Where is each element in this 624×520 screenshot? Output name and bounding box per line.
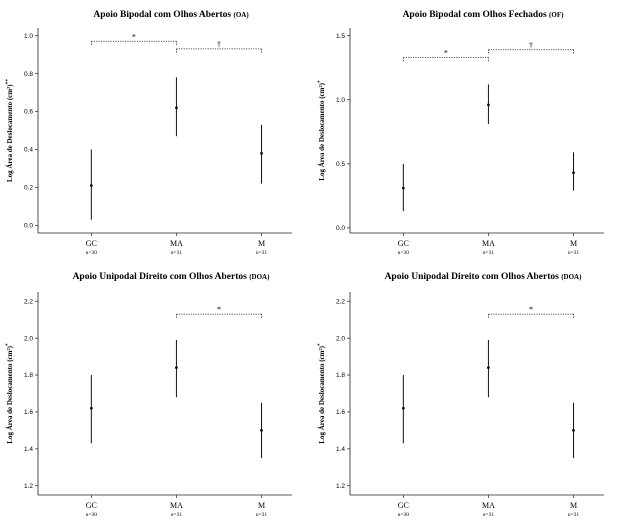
y-axis-label-text: Log Área de Deslocamento (cm²)	[6, 84, 14, 182]
x-tick-label: GC	[86, 239, 97, 248]
x-tick-label: MA	[482, 501, 495, 510]
y-axis-label-text: Log Área de Deslocamento (cm²)	[318, 345, 326, 443]
mean-point	[175, 366, 178, 370]
y-axis-label: Log Área de Deslocamento (cm²)**	[5, 79, 14, 182]
y-tick-label: 1.6	[24, 409, 33, 416]
chart-title-main: Apoio Bipodal com Olhos Fechados	[403, 10, 549, 20]
sample-size-label: n=31	[256, 512, 268, 518]
mean-point	[401, 186, 405, 190]
mean-point	[401, 406, 405, 410]
chart-title-main: Apoio Unipodal Direito com Olhos Abertos	[385, 272, 562, 282]
sample-size-label: n=31	[483, 512, 495, 518]
y-tick-label: 0.2	[24, 185, 33, 192]
y-axis-label: Log Área de Deslocamento (cm²)*	[317, 80, 326, 181]
mean-point	[89, 406, 93, 410]
y-tick-label: 1.0	[336, 97, 345, 104]
mean-point	[572, 429, 575, 432]
sample-size-label: n=31	[171, 512, 183, 518]
y-tick-label: 2.0	[336, 335, 345, 342]
x-tick-label: M	[258, 239, 265, 248]
significance-symbol: *	[529, 305, 533, 314]
y-axis-label-text: Log Área de Deslocamento (cm²)	[6, 345, 14, 443]
y-tick-label: 0.6	[24, 109, 33, 116]
y-tick-label: 1.2	[24, 483, 33, 490]
y-tick-label: 1.4	[24, 446, 33, 453]
y-tick-label: 2.0	[24, 335, 33, 342]
x-tick-label: GC	[86, 501, 97, 510]
y-axis-label-mark: *	[5, 343, 11, 346]
chart-panel-3: Apoio Unipodal Direito com Olhos Abertos…	[5, 272, 292, 518]
x-tick-label: GC	[398, 239, 409, 248]
chart-title: Apoio Bipodal com Olhos Abertos (OA)	[93, 10, 249, 20]
sample-size-label: n=31	[256, 250, 268, 256]
y-tick-label: 1.0	[24, 33, 33, 40]
significance-symbol: †	[529, 41, 533, 50]
y-tick-label: 2.2	[336, 298, 345, 305]
y-tick-label: 1.4	[336, 446, 345, 453]
y-tick-label: 0.4	[24, 147, 33, 154]
sample-size-label: n=31	[568, 250, 580, 256]
x-tick-label: MA	[482, 239, 495, 248]
y-tick-label: 2.2	[24, 298, 33, 305]
chart-title-suffix: (OA)	[233, 11, 249, 19]
y-tick-label: 0.5	[336, 161, 345, 168]
sample-size-label: n=31	[568, 512, 580, 518]
x-tick-label: MA	[170, 501, 183, 510]
mean-point	[175, 106, 178, 110]
y-tick-label: 1.6	[336, 409, 345, 416]
chart-title-suffix: (DOA)	[561, 273, 582, 281]
sample-size-label: n=31	[483, 250, 495, 256]
y-tick-label: 1.8	[336, 372, 345, 379]
x-tick-label: MA	[170, 239, 183, 248]
mean-point	[487, 103, 490, 107]
y-axis-label-mark: *	[317, 343, 323, 346]
y-axis-label: Log Área de Deslocamento (cm²)*	[5, 343, 14, 444]
sample-size-label: n=30	[86, 250, 98, 256]
y-tick-label: 0.8	[24, 71, 33, 78]
chart-panel-1: Apoio Bipodal com Olhos Abertos (OA) 0.0 0…	[5, 10, 292, 256]
mean-point	[260, 151, 263, 155]
significance-symbol: *	[444, 48, 448, 57]
y-axis-label-mark: **	[5, 79, 11, 85]
significance-symbol: †	[217, 40, 221, 49]
y-axis-label: Log Área de Deslocamento (cm²)*	[317, 343, 326, 444]
significance-symbol: *	[217, 305, 221, 314]
y-tick-label: 0.0	[24, 223, 33, 230]
mean-point	[487, 366, 490, 370]
chart-title-main: Apoio Bipodal com Olhos Abertos	[93, 10, 233, 20]
mean-point	[89, 184, 93, 187]
chart-title: Apoio Unipodal Direito com Olhos Abertos…	[385, 272, 583, 282]
chart-title-main: Apoio Unipodal Direito com Olhos Abertos	[73, 272, 250, 282]
sample-size-label: n=30	[398, 512, 410, 518]
x-tick-label: M	[258, 501, 265, 510]
sample-size-label: n=31	[171, 250, 183, 256]
significance-symbol: *	[132, 32, 136, 41]
y-axis-label-text: Log Área de Deslocamento (cm²)	[318, 82, 326, 180]
mean-point	[260, 429, 263, 432]
y-tick-label: 1.5	[336, 33, 345, 40]
mean-point	[572, 171, 575, 175]
y-axis-label-mark: *	[317, 80, 323, 83]
sample-size-label: n=30	[86, 512, 98, 518]
chart-panel-4: Apoio Unipodal Direito com Olhos Abertos…	[317, 272, 604, 518]
x-tick-label: M	[570, 239, 577, 248]
chart-title-suffix: (DOA)	[249, 273, 270, 281]
y-tick-label: 0.0	[336, 225, 345, 232]
x-tick-label: M	[570, 501, 577, 510]
y-tick-label: 1.2	[336, 483, 345, 490]
sample-size-label: n=30	[398, 250, 410, 256]
chart-panel-2: Apoio Bipodal com Olhos Fechados (OF) 0.0…	[317, 10, 604, 256]
chart-title-suffix: (OF)	[549, 11, 564, 19]
x-tick-label: GC	[398, 501, 409, 510]
chart-title: Apoio Unipodal Direito com Olhos Abertos…	[73, 272, 271, 282]
y-tick-label: 1.8	[24, 372, 33, 379]
chart-title: Apoio Bipodal com Olhos Fechados (OF)	[403, 10, 565, 20]
